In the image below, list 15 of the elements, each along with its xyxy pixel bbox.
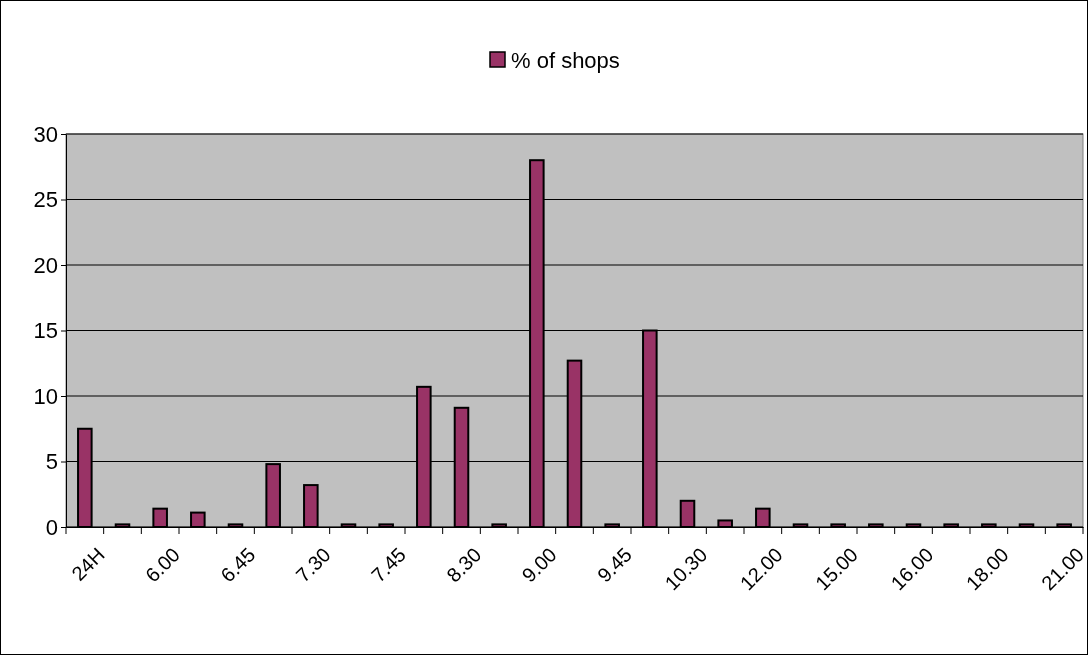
y-tick-label: 30	[33, 121, 58, 147]
x-tick-label: 6.45	[216, 543, 260, 587]
y-tick-label: 15	[33, 318, 58, 344]
x-tick-label: 7.30	[291, 543, 335, 587]
y-tick-label: 20	[33, 252, 58, 278]
x-tick-label: 9.00	[517, 543, 561, 587]
x-tick-label: 24H	[67, 543, 109, 585]
y-tick-label: 10	[33, 383, 58, 409]
y-tick-label: 5	[45, 449, 58, 475]
legend-label: % of shops	[511, 47, 620, 73]
x-tick-label: 6.00	[140, 543, 185, 587]
y-tick-label: 0	[45, 514, 58, 540]
x-tick-label: 8.30	[442, 543, 486, 587]
x-tick-label: 7.45	[366, 543, 411, 587]
y-tick-label: 25	[33, 187, 58, 213]
